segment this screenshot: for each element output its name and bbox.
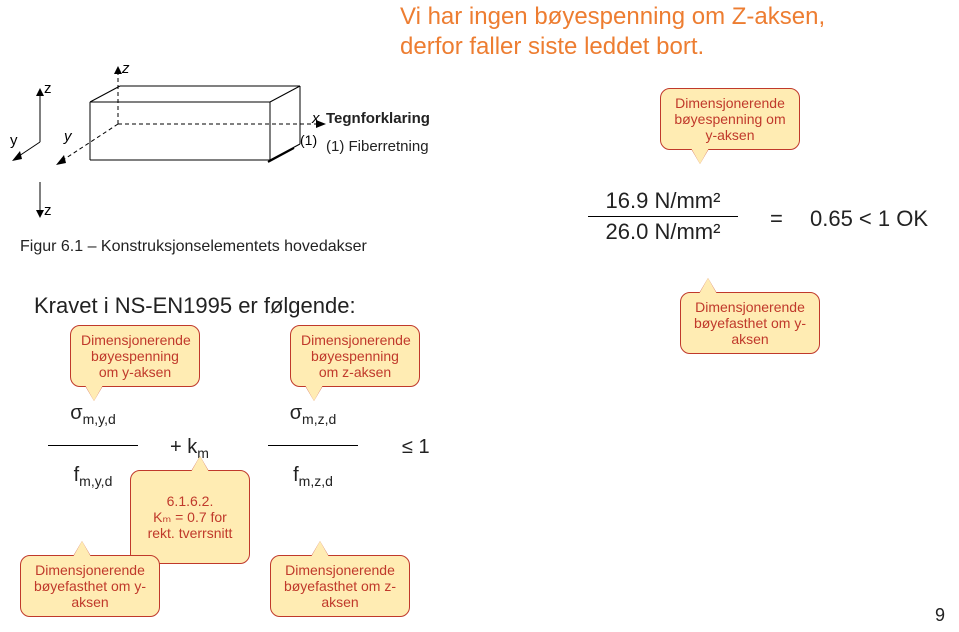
- fiber-marker-label: (1): [300, 132, 317, 148]
- requirement-heading: Kravet i NS-EN1995 er følgende:: [34, 293, 356, 319]
- axis-z-inner: z: [122, 60, 130, 77]
- axis-y-inner: y: [64, 128, 72, 145]
- fraction-result: 0.65 < 1 OK: [810, 206, 928, 232]
- title-line-2: derfor faller siste leddet bort.: [400, 33, 704, 60]
- callout-bend-y-formula: Dimensjonerende bøyespenning om y-aksen: [70, 325, 200, 387]
- callout-strength-y-bottom: Dimensjonerende bøyefasthet om y-aksen: [20, 555, 160, 617]
- fraction-numerator: 16.9 N/mm²: [588, 188, 738, 214]
- title-line-1: Vi har ingen bøyespenning om Z-aksen,: [400, 3, 825, 30]
- fraction-right: 16.9 N/mm² 26.0 N/mm²: [588, 188, 738, 245]
- callout-strength-z-bottom: Dimensjonerende bøyefasthet om z-aksen: [270, 555, 410, 617]
- figure-caption: Figur 6.1 – Konstruksjonselementets hove…: [20, 238, 367, 256]
- page-title: Vi har ingen bøyespenning om Z-aksen, de…: [400, 2, 900, 62]
- fraction-bar-1: [48, 445, 138, 446]
- sigma-myd: σm,y,d: [48, 402, 138, 427]
- callout-strength-y-right: Dimensjonerende bøyefasthet om y-aksen: [680, 292, 820, 354]
- axis-x: x: [312, 110, 320, 127]
- axis-z-bottom: z: [44, 202, 52, 219]
- fraction-sigma-y: σm,y,d fm,y,d: [48, 402, 138, 489]
- axis-y-outer: y: [10, 132, 18, 149]
- leq-one: ≤ 1: [402, 436, 430, 459]
- fraction-sigma-z: σm,z,d fm,z,d: [268, 402, 358, 489]
- page-number: 9: [935, 605, 945, 626]
- callout-bend-z-formula: Dimensjonerende bøyespenning om z-aksen: [290, 325, 420, 387]
- f-myd: fm,y,d: [48, 464, 138, 489]
- legend-title: Tegnforklaring: [326, 110, 430, 127]
- callout-bend-y-top: Dimensjonerende bøyespenning om y-aksen: [660, 88, 800, 150]
- fraction-bar-2: [268, 445, 358, 446]
- equals-sign: =: [770, 206, 783, 232]
- fraction-bar: [588, 216, 738, 217]
- sigma-mzd: σm,z,d: [268, 402, 358, 427]
- legend-line: (1) Fiberretning: [326, 138, 429, 155]
- fraction-denominator: 26.0 N/mm²: [588, 219, 738, 245]
- axis-z-outer: z: [44, 80, 52, 97]
- callout-km-note: 6.1.6.2. Kₘ = 0.7 for rekt. tverrsnitt: [130, 470, 250, 564]
- f-mzd: fm,z,d: [268, 464, 358, 489]
